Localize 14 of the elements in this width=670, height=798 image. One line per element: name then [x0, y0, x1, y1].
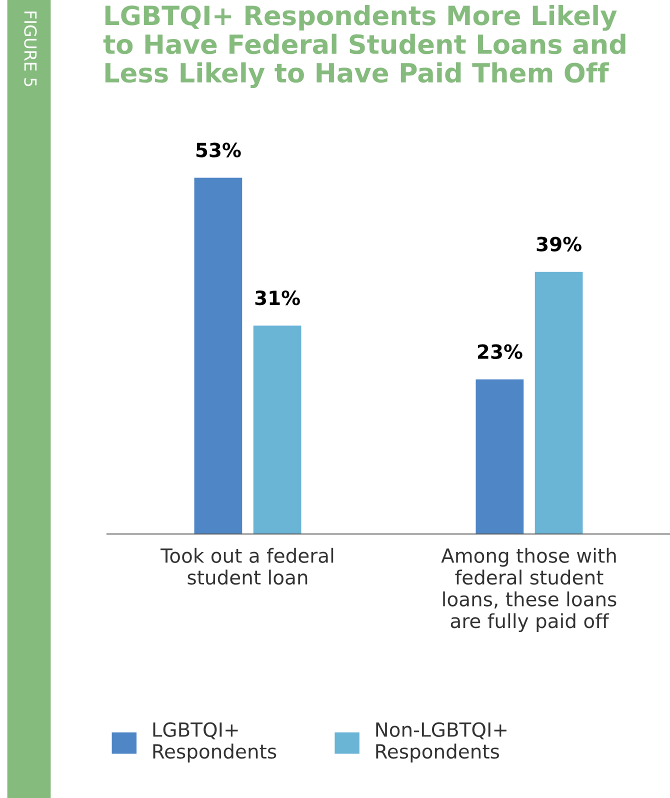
- legend-label: Non-LGBTQI+ Respondents: [376, 722, 506, 762]
- bar: [253, 326, 302, 534]
- data-label: 31%: [255, 290, 300, 306]
- x-tick-label: Among those with federal student loans, these loans are fully paid off: [441, 548, 616, 632]
- data-label: 23%: [478, 344, 522, 359]
- bar: [534, 272, 583, 534]
- data-label: 53%: [196, 142, 241, 158]
- x-tick-label: Took out a federal student loan: [160, 548, 334, 585]
- caption: FIGURE 5: [24, 12, 37, 86]
- legend-label: LGBTQI+ Respondents: [153, 722, 276, 762]
- chart-title: LGBTQI+ Respondents More Likely to Have Federal Student Loans and Less Likely to Have Paid Them Off: [103, 5, 626, 88]
- bar: [194, 178, 242, 534]
- data-label: 39%: [536, 236, 582, 252]
- bar: [476, 379, 524, 534]
